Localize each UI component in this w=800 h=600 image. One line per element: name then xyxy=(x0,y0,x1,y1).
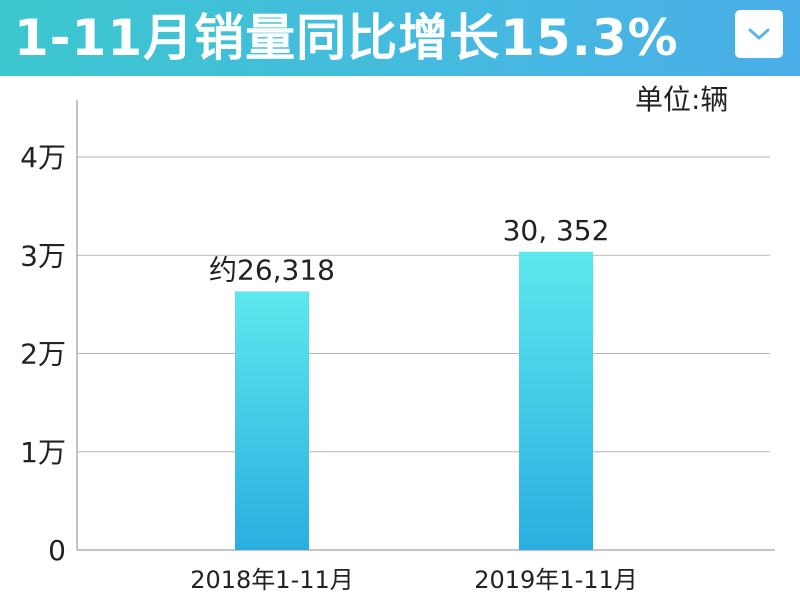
bar xyxy=(519,251,593,550)
y-tick-label: 4万 xyxy=(20,141,66,174)
unit-label: 单位:辆 xyxy=(635,83,729,116)
axes xyxy=(76,100,775,551)
x-category-label: 2018年1-11月 xyxy=(190,566,354,594)
bar-value-label: 30, 352 xyxy=(503,214,610,247)
bars xyxy=(235,251,593,550)
y-tick-label: 1万 xyxy=(20,436,66,469)
y-tick-label: 0 xyxy=(48,534,66,567)
x-category-label: 2019年1-11月 xyxy=(474,566,638,594)
bar-value-label: 约26,318 xyxy=(209,253,335,286)
y-tick-label: 2万 xyxy=(20,338,66,371)
dropdown-button[interactable] xyxy=(735,10,783,58)
chart-title: 1-11月销量同比增长15.3% xyxy=(14,9,679,67)
y-tick-label: 3万 xyxy=(20,239,66,272)
title-banner: 1-11月销量同比增长15.3% xyxy=(0,0,800,76)
grid-lines xyxy=(77,156,770,453)
bar xyxy=(235,291,309,550)
chevron-down-icon xyxy=(748,28,770,40)
